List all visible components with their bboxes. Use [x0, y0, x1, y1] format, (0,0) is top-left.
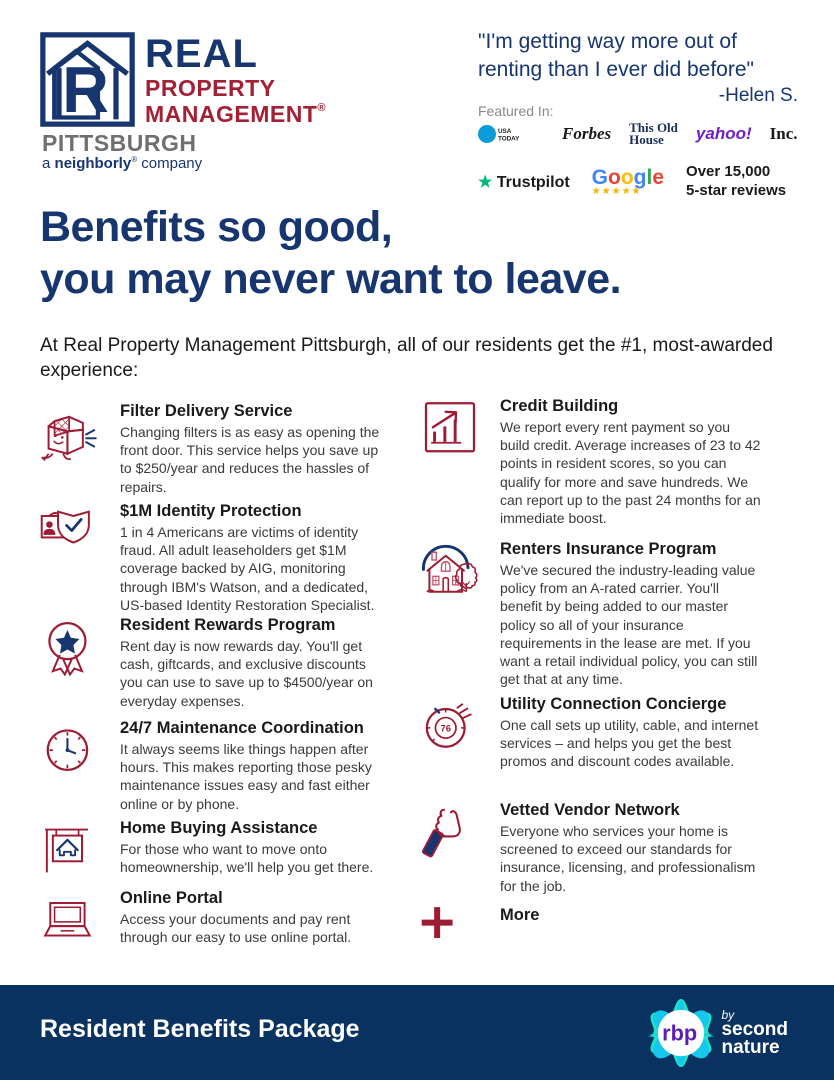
svg-text:USA: USA	[498, 128, 512, 135]
svg-text:76: 76	[440, 722, 450, 733]
svg-text:rbp: rbp	[663, 1020, 698, 1045]
svg-text:R: R	[62, 54, 109, 126]
svg-text:TODAY: TODAY	[498, 136, 520, 143]
